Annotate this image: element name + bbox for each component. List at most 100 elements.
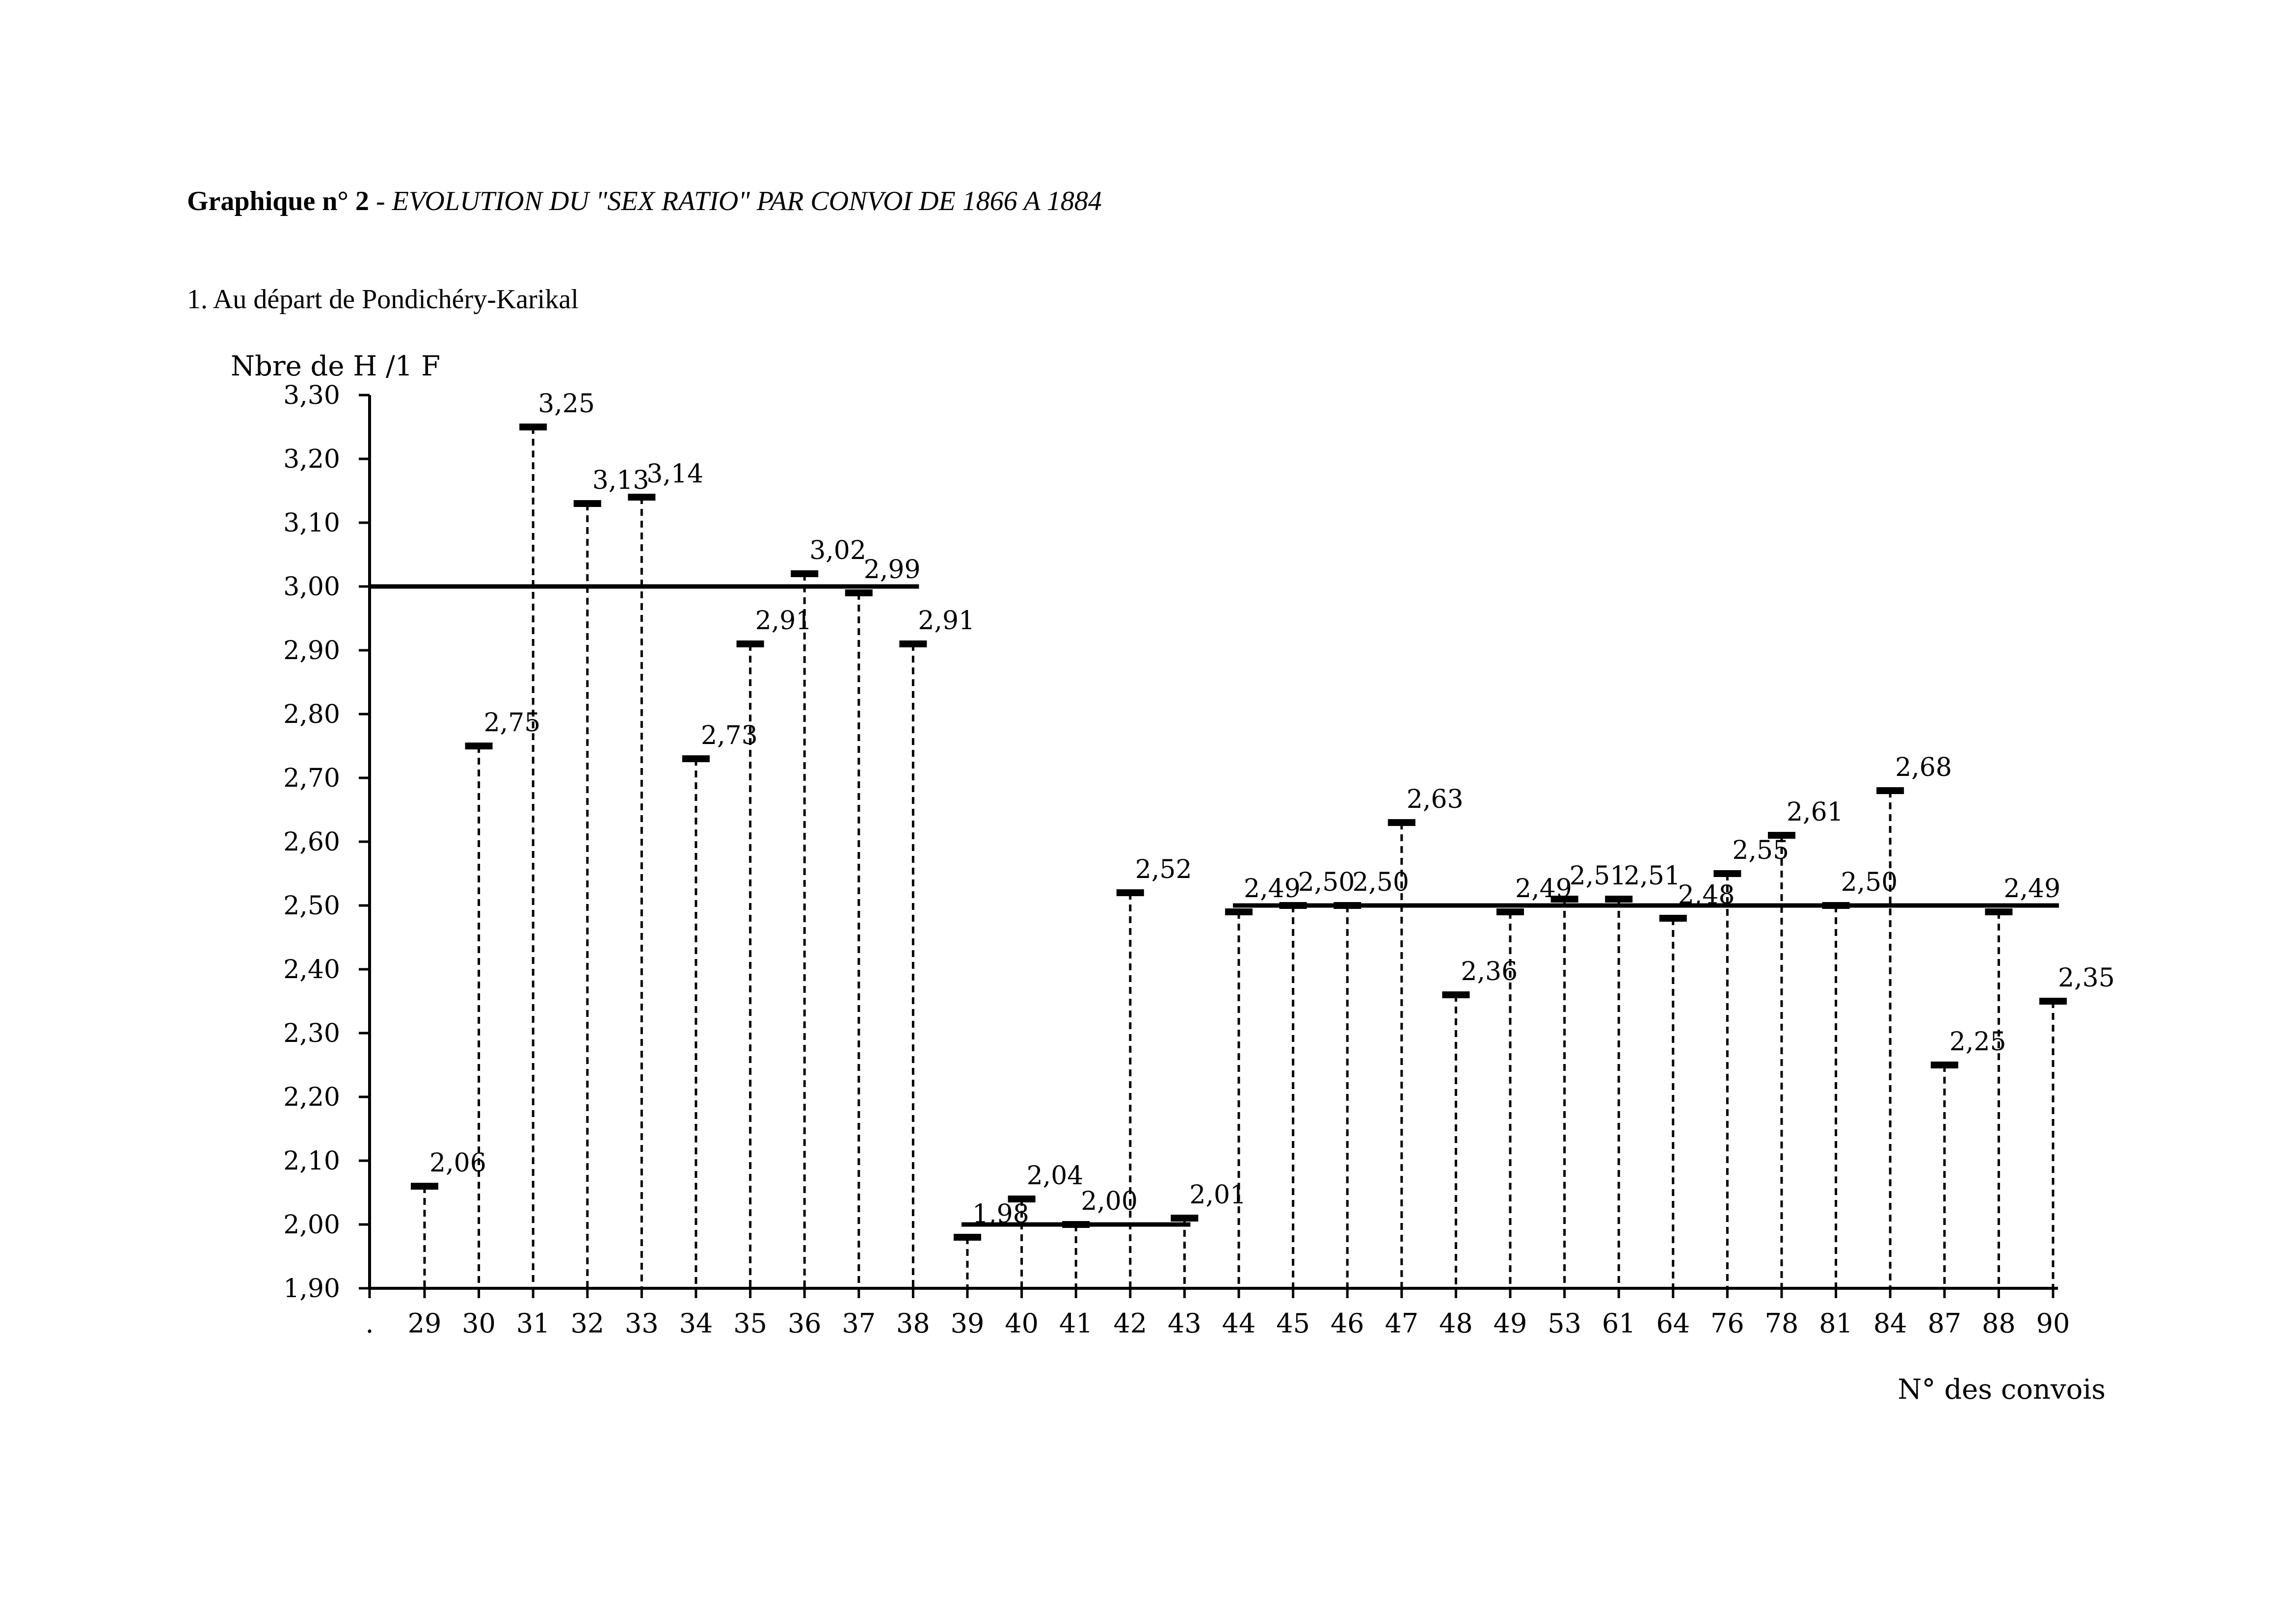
data-label: 2,99 [864,555,921,585]
data-label: 2,49 [1244,874,1301,904]
y-tick-label: 2,70 [283,764,340,793]
x-tick-label: 88 [1982,1308,2016,1339]
x-tick-label: 39 [951,1308,985,1339]
data-label: 3,14 [646,459,703,489]
x-tick-label: 33 [625,1308,659,1339]
data-point-marker [1062,1221,1090,1228]
data-point-marker [573,500,601,507]
data-label: 3,25 [538,389,595,419]
data-point-marker [1822,902,1850,909]
data-point-marker [1930,1062,1958,1068]
x-tick-label: 90 [2036,1308,2070,1339]
data-label: 2,75 [484,708,541,738]
y-tick-label: 3,30 [283,381,340,410]
y-axis-title: Nbre de H /1 F [231,350,440,382]
data-point-marker [899,640,927,647]
data-point-marker [2039,998,2067,1005]
data-label: 2,91 [918,606,975,636]
y-tick-label: 3,20 [283,445,340,474]
chart-subheading: 1. Au départ de Pondichéry-Karikal [187,284,579,315]
x-tick-label: 37 [842,1308,876,1339]
data-point-marker [1171,1215,1199,1222]
x-tick-label: 78 [1765,1308,1799,1339]
data-point-marker [1008,1196,1036,1202]
x-tick-label: 46 [1331,1308,1364,1339]
x-tick-label: 41 [1059,1308,1093,1339]
data-label: 2,49 [2003,874,2060,904]
chart-heading: Graphique n° 2 - EVOLUTION DU "SEX RATIO… [187,186,1102,217]
x-tick-label: 35 [733,1308,767,1339]
data-point-marker [1116,889,1144,896]
data-label: 2,63 [1407,785,1464,814]
data-point-marker [1713,870,1741,877]
x-tick-label: 36 [788,1308,822,1339]
heading-prefix: Graphique n° 2 [187,186,369,216]
data-point-marker [1225,908,1253,915]
data-point-marker [465,743,493,749]
data-label: 2,36 [1461,957,1518,986]
heading-title: EVOLUTION DU "SEX RATIO" PAR CONVOI DE 1… [392,186,1102,216]
data-point-marker [1334,902,1362,909]
x-tick-label: 45 [1276,1308,1310,1339]
x-tick-label: 32 [570,1308,604,1339]
data-point-marker [736,640,764,647]
data-label: 2,25 [1949,1027,2006,1057]
y-tick-label: 1,90 [283,1274,340,1304]
data-label: 2,68 [1895,753,1952,782]
x-tick-label: 61 [1602,1308,1636,1339]
data-label: 2,51 [1624,861,1681,891]
data-label: 2,61 [1787,798,1843,827]
data-label: 2,50 [1352,868,1409,897]
y-tick-label: 2,50 [283,891,340,921]
x-tick-label: 76 [1710,1308,1744,1339]
data-point-marker [1388,819,1415,826]
y-tick-label: 2,00 [283,1210,340,1240]
x-tick-label: . [365,1308,374,1339]
data-point-marker [1550,896,1578,903]
data-label: 1,98 [972,1199,1029,1229]
y-tick-label: 3,00 [283,572,340,602]
data-point-marker [845,589,873,596]
y-tick-label: 2,20 [283,1083,340,1112]
x-tick-label: 81 [1819,1308,1853,1339]
data-label: 2,73 [701,721,758,750]
data-label: 2,51 [1570,861,1627,891]
x-axis-title: N° des convois [1898,1374,2106,1406]
x-tick-label: 31 [516,1308,550,1339]
data-point-marker [954,1234,981,1241]
y-tick-label: 2,80 [283,700,340,729]
data-label: 2,06 [429,1148,486,1178]
x-tick-label: 42 [1113,1308,1147,1339]
x-tick-label: 49 [1494,1308,1527,1339]
data-label: 2,00 [1081,1187,1138,1216]
data-point-marker [1605,896,1633,903]
data-point-marker [519,424,547,430]
data-point-marker [411,1183,438,1190]
x-tick-label: 38 [896,1308,930,1339]
x-tick-label: 34 [679,1308,713,1339]
heading-separator: - [369,186,392,216]
x-tick-label: 87 [1927,1308,1961,1339]
y-tick-label: 2,30 [283,1019,340,1048]
data-label: 2,91 [755,606,812,636]
reference-lines [370,584,2059,1227]
axes: 1,90 2,00 2,10 2,20 2,30 2,40 2,50 2,60 2,70 2,80… [283,381,2070,1339]
y-tick-label: 2,10 [283,1146,340,1176]
y-tick-label: 2,60 [283,827,340,857]
data-label: 3,13 [592,466,649,495]
data-point-marker [682,755,710,762]
data-point-marker [1768,832,1795,839]
data-point-marker [1496,908,1524,915]
data-label: 2,04 [1027,1161,1084,1191]
x-tick-label: 47 [1385,1308,1418,1339]
x-tick-label: 43 [1168,1308,1201,1339]
data-point-marker [1876,787,1904,794]
data-point-marker [628,494,656,501]
data-point-marker [1659,915,1687,922]
y-tick-label: 2,90 [283,636,340,665]
data-label: 3,02 [809,536,866,565]
x-tick-label: 64 [1656,1308,1690,1339]
y-tick-label: 2,40 [283,955,340,984]
data-marks: 2,06 2,75 3,25 3,133,14 2,73 2,91 3,022,99 2,91… [411,389,2115,1288]
